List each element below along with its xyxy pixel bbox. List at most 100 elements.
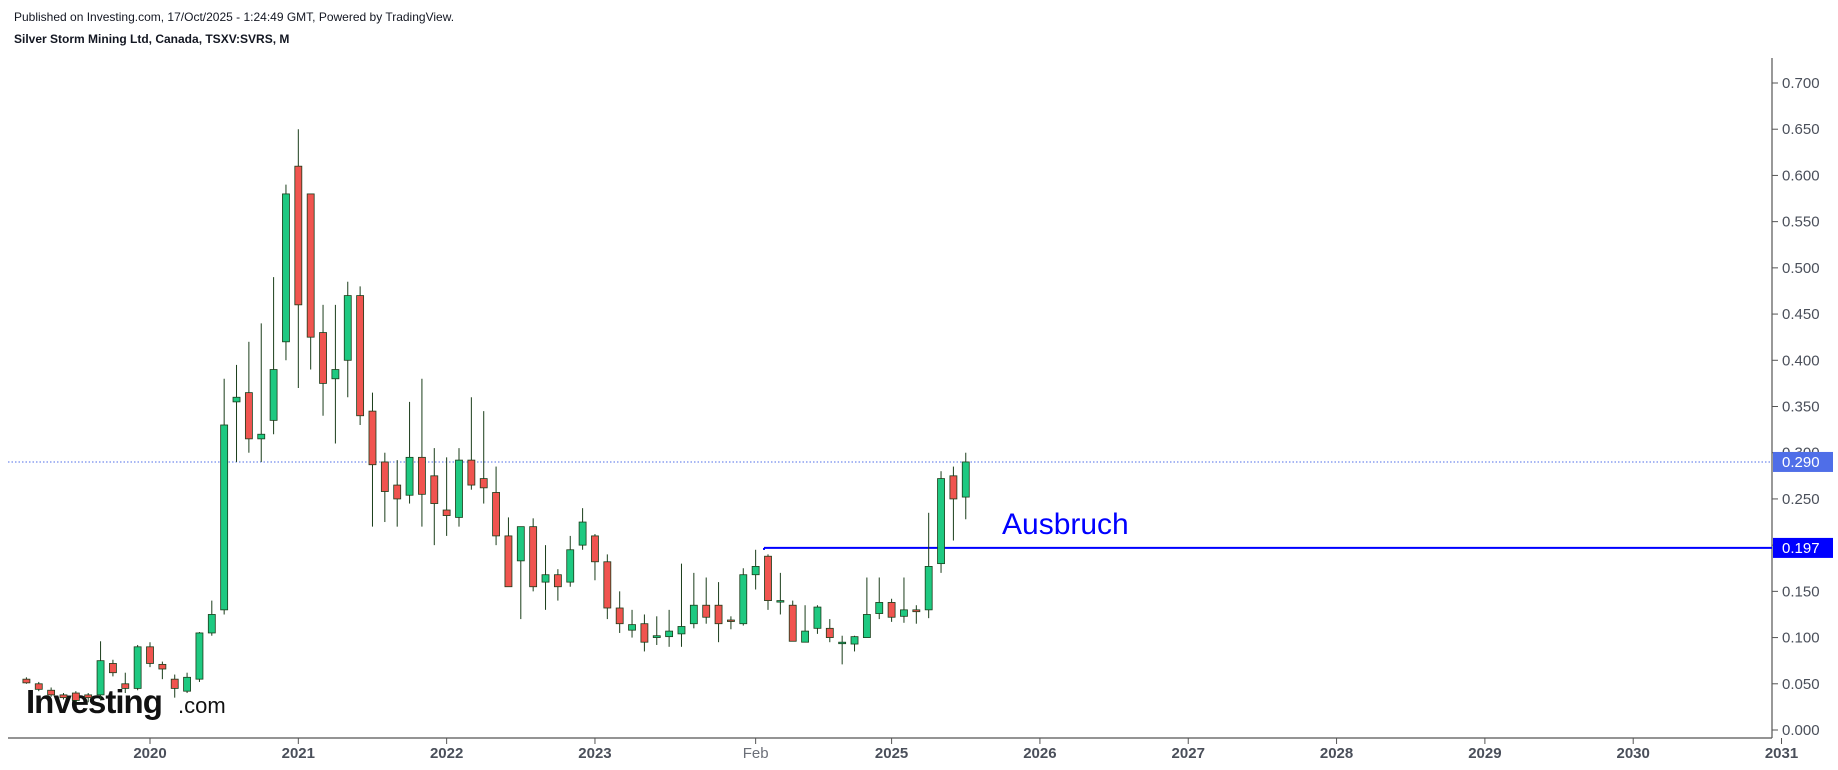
candle-body	[900, 609, 908, 617]
candle-body	[961, 461, 970, 498]
y-tick-label: 0.250	[1782, 491, 1820, 508]
candle-body	[801, 630, 809, 643]
candle-body	[207, 614, 216, 634]
candle-body	[158, 663, 167, 670]
x-tick-label: 2031	[1765, 745, 1798, 762]
y-tick-label: 0.650	[1782, 121, 1820, 138]
candle-body	[430, 475, 439, 504]
symbol-title: Silver Storm Mining Ltd, Canada, TSXV:SV…	[14, 32, 290, 46]
candle-body	[405, 456, 414, 496]
candle-body	[418, 456, 426, 495]
candle-body	[133, 646, 142, 689]
candle-body	[727, 619, 735, 622]
candle-body	[739, 574, 748, 625]
x-tick-label: 2022	[430, 745, 463, 762]
candle-body	[232, 396, 241, 403]
x-tick-label: 2020	[133, 745, 166, 762]
candle-body	[788, 604, 797, 642]
candle-body	[875, 602, 884, 614]
candle-body	[751, 566, 760, 576]
candle-body	[949, 475, 958, 500]
level-price-label-box	[1773, 537, 1833, 558]
annotation-ausbruch: Ausbruch	[1002, 508, 1129, 541]
candle-body	[356, 295, 365, 417]
candle-body	[553, 574, 562, 588]
investing-logo: Investing .com	[26, 683, 226, 720]
candle-body	[566, 549, 575, 583]
x-tick-label: 2026	[1023, 745, 1056, 762]
candle-body	[825, 627, 834, 638]
breakout-level: Ausbruch	[763, 508, 1772, 550]
x-tick-label: 2030	[1617, 745, 1650, 762]
candle-body	[764, 555, 772, 602]
y-tick-label: 0.400	[1782, 352, 1820, 369]
y-tick-label: 0.700	[1782, 75, 1820, 92]
candle-body	[504, 535, 513, 588]
y-tick-label: 0.600	[1782, 167, 1820, 184]
candle-body	[183, 676, 191, 692]
candle-body	[195, 632, 204, 680]
x-tick-label: 2028	[1320, 745, 1353, 762]
candle-body	[244, 392, 253, 440]
candle-body	[813, 606, 822, 629]
candle-body	[343, 295, 352, 361]
chart-header: Published on Investing.com, 17/Oct/2025 …	[14, 10, 454, 46]
candle-body	[862, 614, 871, 638]
candle-body	[146, 646, 154, 664]
published-note: Published on Investing.com, 17/Oct/2025 …	[14, 10, 455, 24]
candle-body	[640, 623, 649, 643]
candle-body	[47, 689, 56, 696]
candle-body	[294, 165, 303, 306]
y-tick-label: 0.350	[1782, 399, 1820, 416]
candle-body	[838, 641, 847, 645]
candle-body	[591, 535, 599, 563]
candle-body	[615, 607, 624, 625]
candle-body	[306, 193, 315, 338]
candle-body	[479, 478, 488, 489]
candle-body	[257, 433, 266, 440]
candle-body	[84, 694, 93, 699]
y-tick-label: 0.050	[1782, 676, 1820, 693]
candle-body	[71, 692, 80, 701]
candle-body	[393, 484, 402, 500]
level-price-label-text: 0.197	[1782, 540, 1820, 557]
candle-body	[516, 526, 525, 562]
candle-body	[850, 636, 859, 645]
candle-body	[380, 461, 389, 492]
candle-body	[467, 459, 476, 486]
candles	[22, 129, 970, 703]
candle-body	[319, 332, 327, 384]
candle-body	[368, 410, 377, 466]
candle-body	[59, 694, 68, 699]
candle-body	[689, 604, 698, 625]
candle-body	[578, 521, 587, 546]
candle-body	[677, 626, 686, 635]
y-tick-label: 0.550	[1782, 214, 1820, 231]
x-tick-label: 2021	[282, 745, 315, 762]
candle-body	[170, 678, 179, 689]
candle-body	[652, 635, 661, 638]
candle-body	[603, 561, 612, 609]
candle-body	[442, 509, 451, 516]
y-tick-label: 0.000	[1782, 722, 1820, 739]
candle-body	[455, 459, 463, 518]
x-tick-label: 2025	[875, 745, 908, 762]
candle-body	[529, 526, 538, 588]
x-tick-label: 2023	[578, 745, 611, 762]
y-tick-label: 0.150	[1782, 583, 1820, 600]
y-tick-label: 0.450	[1782, 306, 1820, 323]
candle-body	[96, 660, 105, 696]
candle-body	[924, 566, 933, 611]
candle-body	[702, 604, 711, 618]
logo-wordmark: Investing	[26, 683, 162, 720]
candle-body	[220, 424, 229, 611]
y-tick-label: 0.500	[1782, 260, 1820, 277]
candle-body	[269, 369, 278, 421]
candle-body	[109, 663, 117, 674]
last-price-label-text: 0.290	[1782, 454, 1820, 471]
y-tick-label: 0.100	[1782, 630, 1820, 647]
price-labels: 0.290 0.197	[1773, 451, 1833, 558]
candle-body	[121, 683, 130, 689]
candle-body	[34, 683, 43, 690]
